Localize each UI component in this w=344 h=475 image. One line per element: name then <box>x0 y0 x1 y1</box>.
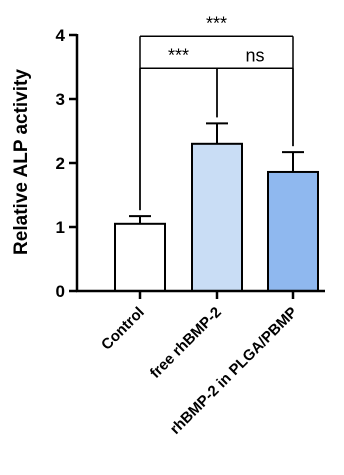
x-tick-label: Control <box>98 304 148 354</box>
x-tick-label: free rhBMP-2 <box>147 304 225 382</box>
bars <box>114 142 319 293</box>
bar <box>267 170 319 293</box>
significance-label: *** <box>206 13 227 33</box>
y-axis-label: Relative ALP activity <box>11 69 32 255</box>
x-tick-label: rhBMP-2 in PLGA/PBMP <box>167 304 301 438</box>
y-tick-label: 1 <box>56 218 65 237</box>
y-tick-label: 3 <box>56 90 65 109</box>
bar <box>191 142 243 292</box>
y-tick-label: 4 <box>56 26 66 45</box>
significance-brackets: *** *** ns <box>139 13 294 211</box>
bar <box>114 222 166 292</box>
y-tick-label: 0 <box>56 282 65 301</box>
significance-label: *** <box>168 45 189 65</box>
axes: 0 1 2 3 4 <box>56 26 325 301</box>
error-bars <box>129 122 304 224</box>
y-tick-label: 2 <box>56 154 65 173</box>
significance-label: ns <box>245 45 264 65</box>
